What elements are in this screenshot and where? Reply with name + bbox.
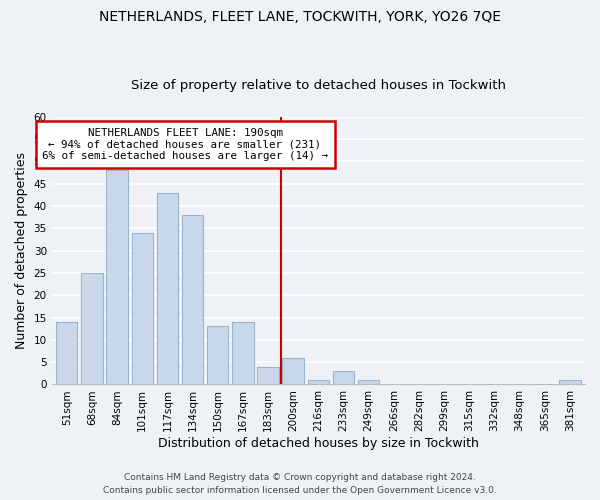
Bar [56,322,77,384]
Title: Size of property relative to detached houses in Tockwith: Size of property relative to detached ho… [131,79,506,92]
Bar [232,322,254,384]
Text: NETHERLANDS FLEET LANE: 190sqm
← 94% of detached houses are smaller (231)
6% of : NETHERLANDS FLEET LANE: 190sqm ← 94% of … [42,128,328,161]
Bar [131,233,153,384]
Bar [333,371,354,384]
Bar [559,380,581,384]
Bar [283,358,304,384]
Y-axis label: Number of detached properties: Number of detached properties [15,152,28,349]
Bar [358,380,379,384]
Bar [308,380,329,384]
Bar [257,366,279,384]
X-axis label: Distribution of detached houses by size in Tockwith: Distribution of detached houses by size … [158,437,479,450]
Bar [157,192,178,384]
Text: NETHERLANDS, FLEET LANE, TOCKWITH, YORK, YO26 7QE: NETHERLANDS, FLEET LANE, TOCKWITH, YORK,… [99,10,501,24]
Bar [182,215,203,384]
Bar [106,170,128,384]
Bar [81,273,103,384]
Text: Contains HM Land Registry data © Crown copyright and database right 2024.
Contai: Contains HM Land Registry data © Crown c… [103,474,497,495]
Bar [207,326,229,384]
